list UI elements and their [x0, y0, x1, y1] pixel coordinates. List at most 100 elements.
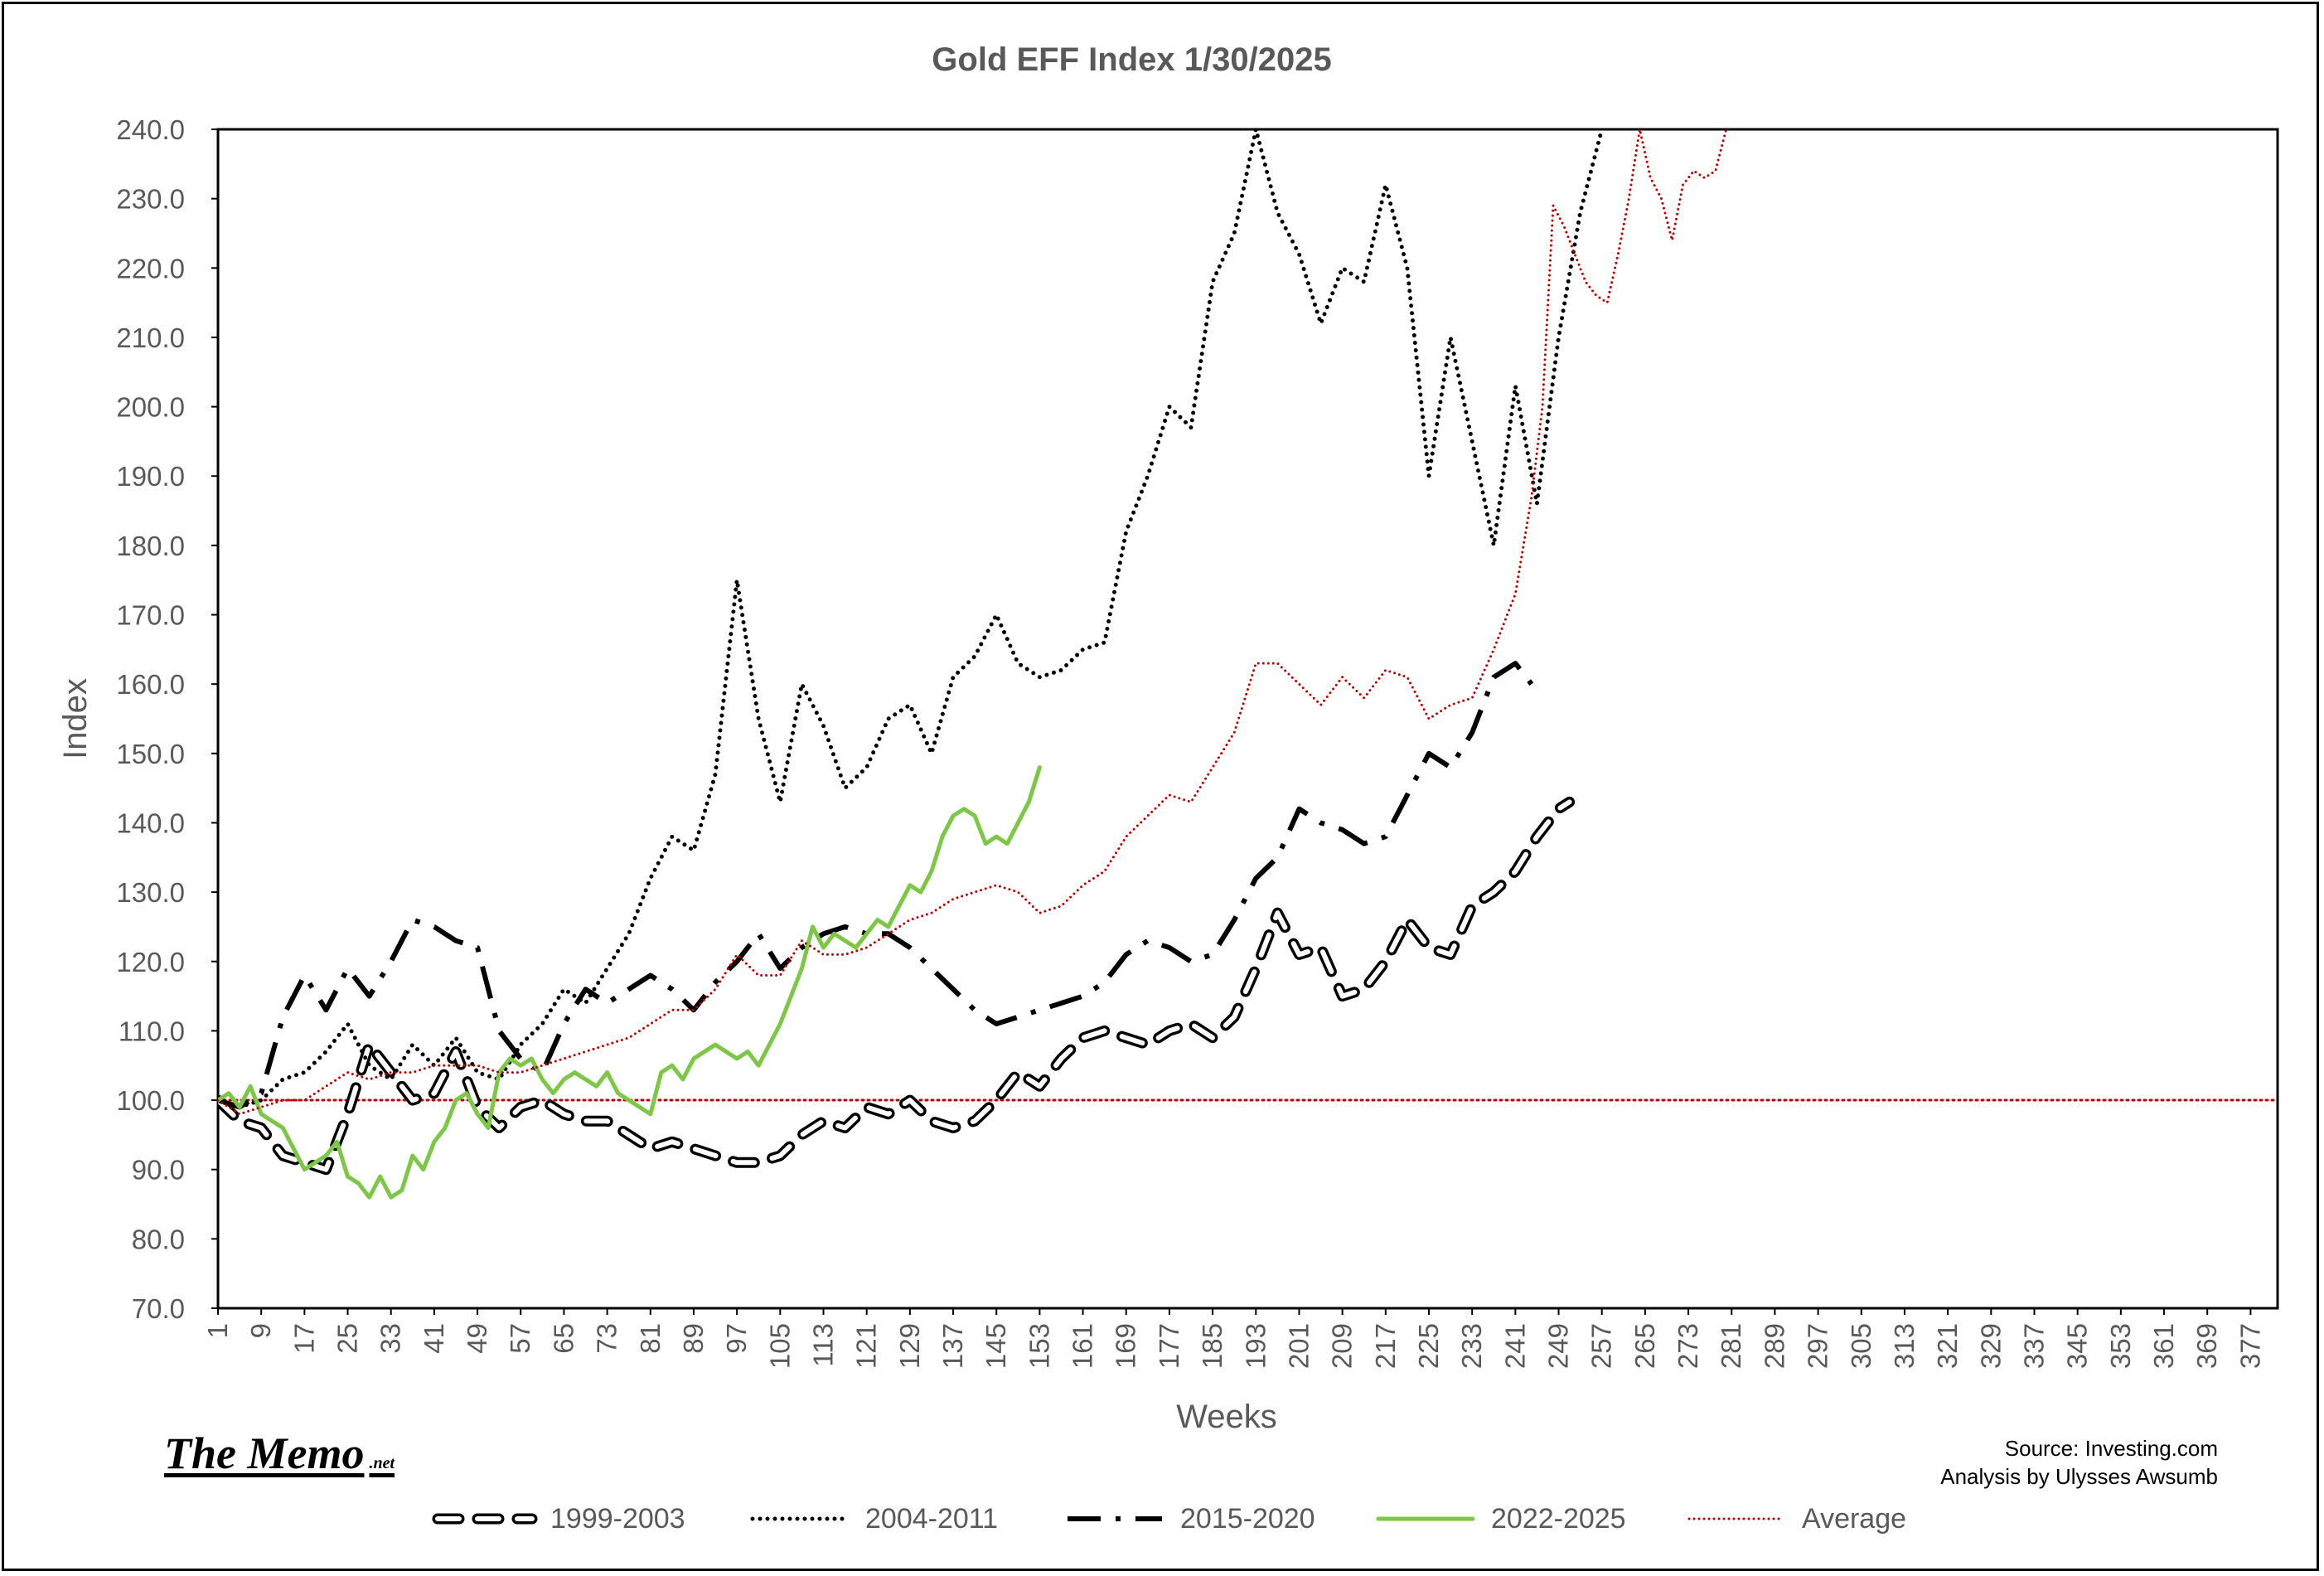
x-tick-label: 17: [288, 1323, 319, 1354]
x-tick-label: 153: [1024, 1323, 1054, 1369]
y-tick-label: 230.0: [116, 184, 185, 215]
x-tick-label: 177: [1154, 1323, 1184, 1369]
x-tick-label: 289: [1759, 1323, 1789, 1369]
legend-label: 2004-2011: [865, 1502, 999, 1535]
x-tick-label: 225: [1413, 1323, 1444, 1369]
x-tick-label: 369: [2191, 1323, 2222, 1369]
x-tick-label: 137: [937, 1323, 968, 1369]
y-tick-label: 200.0: [116, 392, 185, 423]
x-tick-label: 273: [1673, 1323, 1703, 1369]
y-tick-label: 220.0: [116, 253, 185, 284]
x-tick-label: 257: [1586, 1323, 1617, 1369]
x-tick-label: 41: [419, 1323, 449, 1354]
x-tick-label: 305: [1846, 1323, 1876, 1369]
y-tick-label: 80.0: [132, 1224, 185, 1254]
x-tick-label: 233: [1456, 1323, 1487, 1369]
x-tick-label: 25: [332, 1323, 363, 1354]
x-tick-label: 113: [807, 1323, 838, 1367]
x-tick-label: 33: [375, 1323, 406, 1354]
legend-label: Average: [1802, 1502, 1907, 1535]
legend-swatch: [1687, 1517, 1785, 1520]
x-tick-label: 361: [2148, 1323, 2179, 1369]
plot-area: [216, 128, 2279, 1310]
series-2015-2020: [218, 661, 1534, 1110]
series-line-average: [218, 129, 1728, 1116]
legend-item-2015-2020: 2015-2020: [1061, 1501, 1315, 1537]
y-tick-label: 90.0: [132, 1155, 185, 1186]
legend-item-2022-2025: 2022-2025: [1372, 1501, 1626, 1537]
y-tick-label: 100.0: [116, 1085, 185, 1116]
x-tick-label: 249: [1543, 1323, 1574, 1369]
y-tick-label: 170.0: [116, 600, 185, 631]
legend-label: 1999-2003: [550, 1502, 685, 1535]
series-line-1999-2003: [218, 799, 1572, 1172]
series-line-2022-2025: [218, 765, 1042, 1200]
analysis-line: Analysis by Ulysses Awsumb: [1940, 1464, 2218, 1489]
x-tick-label: 185: [1197, 1323, 1227, 1369]
y-tick-label: 160.0: [116, 669, 185, 700]
legend: 1999-2003 2004-2011 2015-2020 2022-2025 Aver…: [0, 1501, 2324, 1537]
series-average: [218, 129, 1728, 1116]
chart-title: Gold EFF Index 1/30/2025: [932, 41, 1331, 78]
x-tick-label: 241: [1499, 1323, 1530, 1369]
x-tick-label: 345: [2062, 1323, 2093, 1369]
y-tick-label: 150.0: [116, 739, 185, 769]
x-tick-label: 201: [1283, 1323, 1314, 1369]
y-tick-label: 190.0: [116, 461, 185, 492]
x-tick-label: 65: [548, 1323, 579, 1354]
x-tick-label: 105: [764, 1323, 795, 1369]
legend-swatch: [1376, 1516, 1475, 1521]
x-axis-label: Weeks: [1176, 1399, 1277, 1435]
x-tick-label: 217: [1370, 1323, 1401, 1369]
series-2022-2025: [218, 765, 1042, 1200]
legend-item-average: Average: [1682, 1501, 1906, 1537]
legend-swatch: [1068, 1516, 1162, 1521]
x-tick-label: 353: [2105, 1323, 2136, 1369]
x-tick-label: 313: [1889, 1323, 1920, 1369]
legend-item-1999-2003: 1999-2003: [431, 1501, 685, 1537]
x-tick-label: 329: [1975, 1323, 2006, 1369]
y-axis-label: Index: [57, 678, 94, 759]
x-tick-label: 297: [1803, 1323, 1833, 1369]
x-tick-label: 1: [202, 1323, 233, 1338]
y-tick-label: 120.0: [116, 947, 185, 977]
x-tick-label: 161: [1068, 1323, 1098, 1369]
source-note: Source: Investing.com Analysis by Ulysse…: [1940, 1434, 2218, 1491]
legend-swatch: [432, 1513, 538, 1525]
x-tick-label: 81: [635, 1323, 666, 1354]
series-line-1999-2003: [218, 796, 1576, 1176]
x-tick-label: 73: [592, 1323, 622, 1354]
x-tick-label: 121: [851, 1323, 882, 1369]
source-line: Source: Investing.com: [2004, 1436, 2218, 1461]
x-tick-label: 321: [1932, 1323, 1963, 1369]
x-tick-label: 145: [980, 1323, 1011, 1369]
x-tick-label: 265: [1629, 1323, 1660, 1369]
x-tick-label: 49: [462, 1323, 492, 1354]
the-memo-logo: The Memo .net: [164, 1428, 395, 1478]
x-tick-label: 89: [678, 1323, 709, 1354]
x-tick-label: 97: [721, 1323, 752, 1354]
legend-swatch: [750, 1516, 850, 1521]
x-tick-label: 209: [1327, 1323, 1358, 1369]
x-tick-label: 281: [1716, 1323, 1746, 1369]
chart-svg: Gold EFF Index 1/30/2025 70.0 80.0 90.0 100.…: [57, 41, 2279, 1435]
legend-label: 2015-2020: [1180, 1502, 1315, 1535]
series-line-2004-2011: [218, 129, 1605, 1109]
series-2004-2011: [218, 129, 1605, 1109]
x-tick-label: 57: [505, 1323, 535, 1354]
y-tick-label: 70.0: [132, 1293, 185, 1324]
series-line-2015-2020: [218, 661, 1534, 1110]
series-1999-2003: [218, 796, 1576, 1176]
legend-item-2004-2011: 2004-2011: [746, 1501, 998, 1537]
x-tick-label: 9: [245, 1323, 276, 1338]
y-tick-label: 110.0: [119, 1016, 185, 1046]
x-tick-label: 169: [1111, 1323, 1141, 1369]
legend-label: 2022-2025: [1491, 1502, 1626, 1535]
y-tick-label: 140.0: [116, 807, 185, 838]
x-tick-label: 193: [1240, 1323, 1271, 1369]
y-tick-label: 240.0: [116, 114, 185, 145]
x-tick-label: 377: [2234, 1323, 2265, 1369]
y-tick-label: 130.0: [116, 877, 185, 908]
x-tick-label: 129: [894, 1323, 925, 1369]
